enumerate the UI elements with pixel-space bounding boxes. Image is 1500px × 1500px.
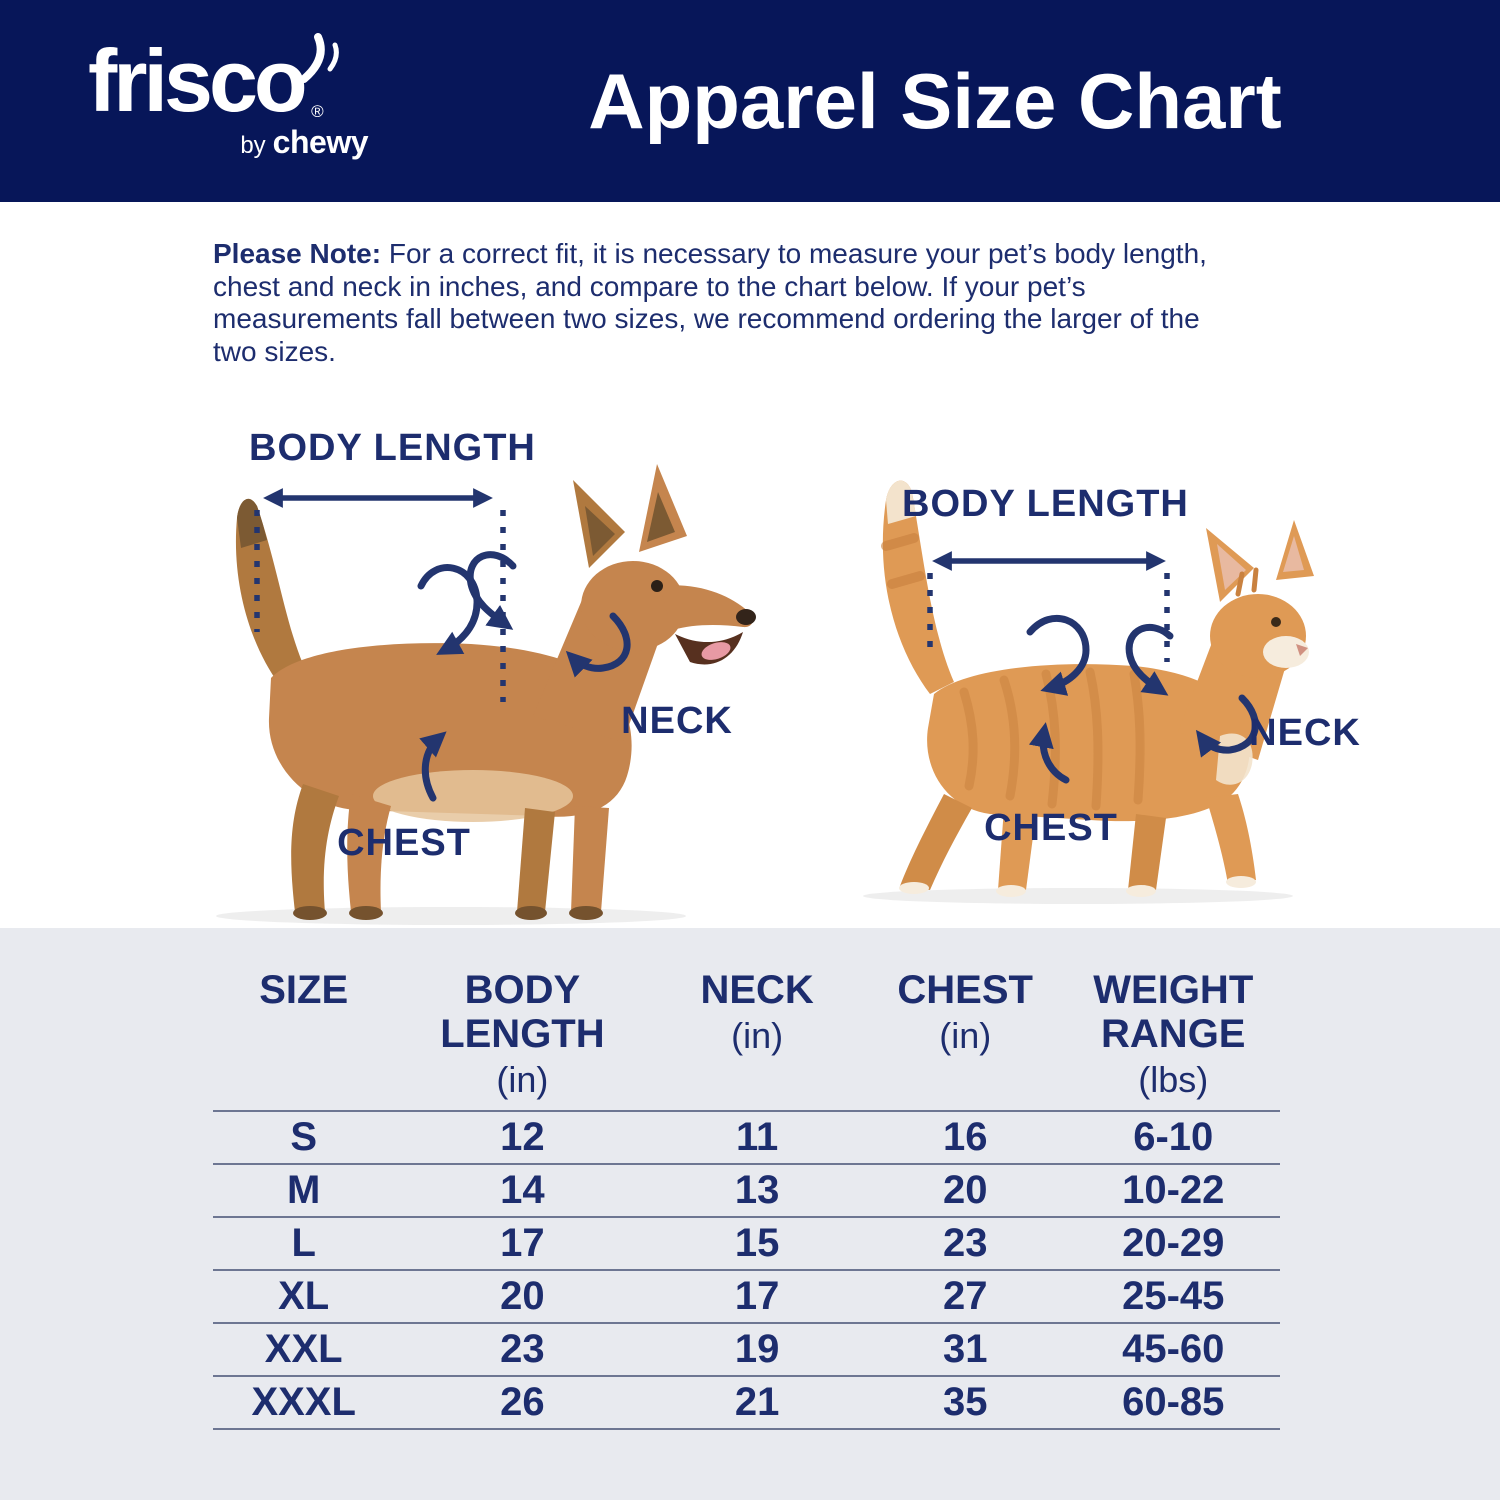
neck-cell: 21 <box>734 1380 780 1424</box>
size-cell: XL <box>278 1274 330 1318</box>
dog-measurement-annotations: BODY LENGTH NECK CHEST <box>249 427 733 864</box>
dog-tongue <box>701 642 731 660</box>
chest-cell: 23 <box>942 1221 988 1265</box>
cat-body-length-label: BODY LENGTH <box>902 483 1189 525</box>
neck-cell: 19 <box>734 1327 780 1371</box>
logo-tail-swash-icon <box>299 33 339 84</box>
chewy-brand: chewy <box>272 123 369 160</box>
column-header-size: SIZE <box>259 968 349 1012</box>
weight-range-cell: 20-29 <box>1122 1221 1225 1265</box>
weight-range-cell: 10-22 <box>1122 1168 1225 1212</box>
cat-front-leg-back <box>1128 814 1166 890</box>
body-length-cell: 17 <box>500 1221 545 1265</box>
cat-shadow <box>863 888 1293 904</box>
table-row-l: L 17 15 23 20-29 <box>213 1218 1280 1271</box>
dog-shadow <box>216 907 686 925</box>
dog-front-leg-back <box>517 808 555 912</box>
dog-hind-leg-front <box>347 794 391 912</box>
weight-range-cell: 6-10 <box>1133 1115 1214 1159</box>
chest-cell: 35 <box>942 1380 988 1424</box>
size-cell: M <box>287 1168 321 1212</box>
table-row-xl: XL 20 17 27 25-45 <box>213 1271 1280 1324</box>
cat-chest-label: CHEST <box>984 807 1118 849</box>
table-row-xxl: XXL 23 19 31 45-60 <box>213 1324 1280 1377</box>
table-row-xxxl: XXXL 26 21 35 60-85 <box>213 1377 1280 1430</box>
chest-cell: 16 <box>942 1115 988 1159</box>
dog-nose <box>736 609 756 625</box>
page-title: Apparel Size Chart <box>588 56 1282 145</box>
dog-neck-label: NECK <box>621 700 733 742</box>
cat-eye <box>1271 617 1281 627</box>
size-cell: XXXL <box>251 1380 356 1424</box>
neck-cell: 17 <box>734 1274 780 1318</box>
cat-nose <box>1296 644 1308 656</box>
chest-cell: 27 <box>942 1274 988 1318</box>
dog-tail-tip <box>237 498 267 548</box>
column-header-neck: NECK (in) <box>700 968 814 1056</box>
weight-range-cell: 60-85 <box>1122 1380 1225 1424</box>
neck-cell: 15 <box>734 1221 780 1265</box>
chest-cell: 20 <box>942 1168 988 1212</box>
dog-body-art <box>216 464 756 925</box>
column-header-body-length: BODY LENGTH (in) <box>440 968 605 1100</box>
frisco-wordmark: frisco ® <box>88 33 339 125</box>
dog-chest-label: CHEST <box>337 822 471 864</box>
dog-belly <box>373 770 573 822</box>
frisco-logo: frisco ® by chewy <box>88 33 370 161</box>
cat-front-leg-forward <box>1206 794 1256 884</box>
header-banner: frisco ® by chewy Apparel Size Chart <box>0 0 1500 202</box>
column-header-weight-range: WEIGHT RANGE (lbs) <box>1093 968 1254 1100</box>
neck-cell: 13 <box>734 1168 780 1212</box>
body-length-cell: 26 <box>500 1380 545 1424</box>
dog-hind-leg-back <box>291 784 339 912</box>
byline-by: by <box>240 131 266 159</box>
table-row-s: S 12 11 16 6-10 <box>213 1112 1280 1165</box>
column-header-chest: CHEST (in) <box>897 968 1033 1056</box>
neck-cell: 11 <box>736 1115 779 1159</box>
size-cell: XXL <box>264 1327 343 1371</box>
dog-body-length-label: BODY LENGTH <box>249 427 536 469</box>
cat-illustration: BODY LENGTH NECK CHEST <box>863 480 1361 904</box>
dog-torso <box>268 643 632 817</box>
dog-illustration: BODY LENGTH NECK CHEST <box>216 427 756 925</box>
byline: by chewy <box>88 124 370 161</box>
measurement-diagrams: BODY LENGTH NECK CHEST <box>0 368 1500 928</box>
dog-muzzle <box>659 585 753 630</box>
body-length-cell: 12 <box>500 1115 545 1159</box>
body-length-cell: 20 <box>500 1274 545 1318</box>
chest-cell: 31 <box>942 1327 988 1371</box>
cat-hind-leg <box>998 808 1036 890</box>
brand-name: frisco <box>88 31 308 131</box>
cat-tail <box>882 480 954 694</box>
registered-mark: ® <box>311 102 324 122</box>
note-body: For a correct fit, it is necessary to me… <box>213 238 1207 367</box>
cat-tail-tip <box>886 480 916 524</box>
size-table-section: SIZE BODY LENGTH (in) NECK (in) CHEST (i… <box>0 928 1500 1500</box>
size-table: SIZE BODY LENGTH (in) NECK (in) CHEST (i… <box>213 928 1280 1430</box>
weight-range-cell: 45-60 <box>1122 1327 1225 1371</box>
cat-body-art <box>863 480 1314 904</box>
note-label: Please Note: <box>213 238 382 269</box>
table-row-m: M 14 13 20 10-22 <box>213 1165 1280 1218</box>
dog-front-leg-front <box>571 806 609 912</box>
cat-neck-label: NECK <box>1249 712 1361 754</box>
cat-muzzle <box>1263 636 1309 668</box>
dog-eye <box>651 580 663 592</box>
cat-hind-leg-trailing <box>900 794 972 890</box>
body-length-cell: 14 <box>500 1168 545 1212</box>
size-cell: S <box>290 1115 318 1159</box>
body-length-cell: 23 <box>500 1327 545 1371</box>
size-cell: L <box>291 1221 316 1265</box>
weight-range-cell: 25-45 <box>1122 1274 1225 1318</box>
cat-measurement-annotations: BODY LENGTH NECK CHEST <box>902 483 1361 849</box>
fit-note: Please Note: For a correct fit, it is ne… <box>213 238 1245 368</box>
table-header-row: SIZE BODY LENGTH (in) NECK (in) CHEST (i… <box>213 962 1280 1112</box>
dog-tail <box>235 498 303 684</box>
